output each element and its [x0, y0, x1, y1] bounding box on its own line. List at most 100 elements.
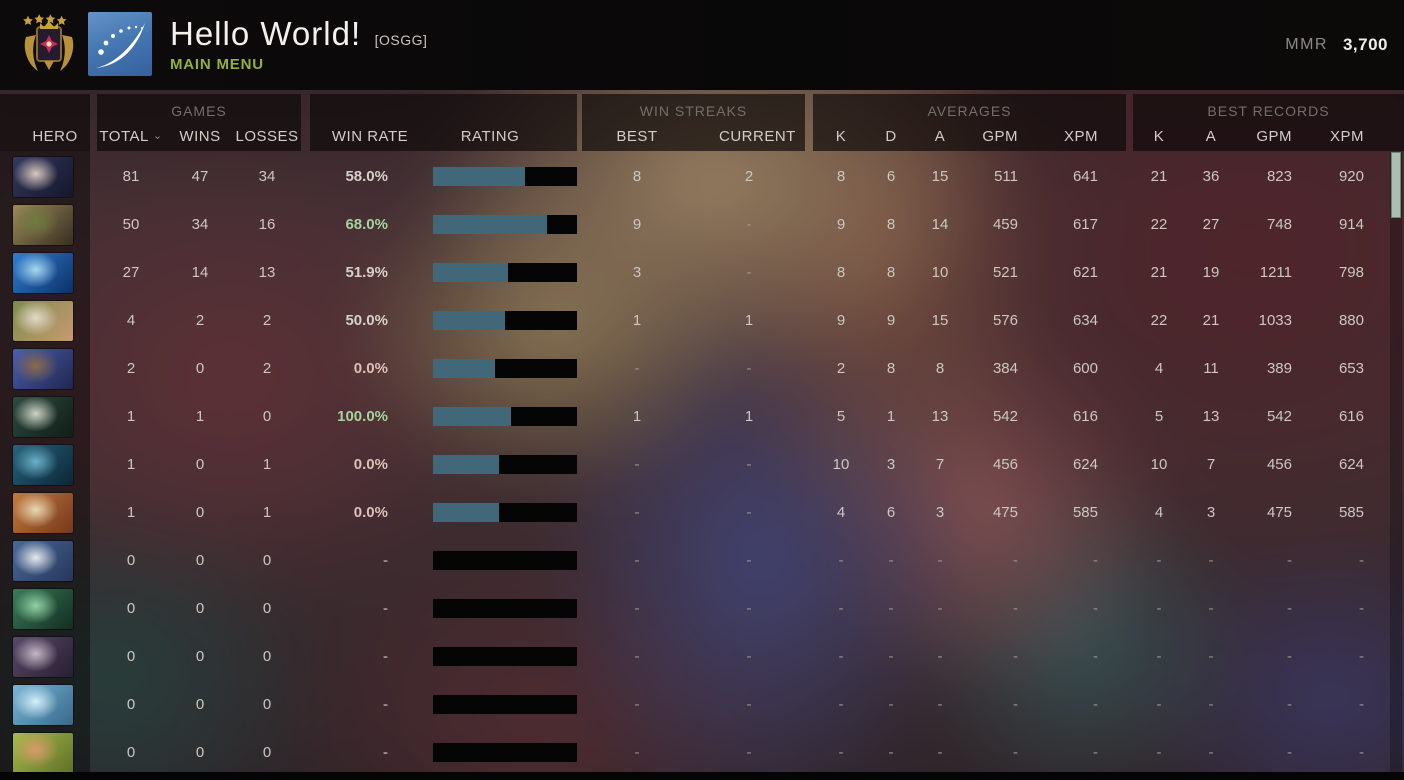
main-menu-link[interactable]: MAIN MENU	[170, 56, 264, 73]
hero-portrait-razor[interactable]	[13, 253, 73, 293]
averages-header-panel	[813, 94, 1126, 151]
hero-stats-row-pudge[interactable]: 50 34 16 68.0% 9 - 9 8 14 459 617 22 27 …	[0, 201, 1404, 249]
rating-bar	[433, 215, 577, 234]
avg-gpm-value: 384	[992, 360, 1018, 377]
hero-portrait-sniper[interactable]	[13, 301, 73, 341]
column-header-wins[interactable]: WINS	[179, 128, 221, 145]
current-streak-value: -	[746, 504, 752, 521]
current-streak-value: -	[746, 600, 752, 617]
wins-value: 34	[191, 216, 209, 233]
avg-gpm-value: 511	[994, 168, 1018, 185]
hero-portrait-winter-wyvern[interactable]	[13, 685, 73, 725]
column-header-best-streak[interactable]: BEST	[616, 128, 658, 145]
column-header-losses[interactable]: LOSSES	[235, 128, 299, 145]
avg-kills-value: -	[838, 648, 844, 665]
rating-bar-fill	[433, 311, 505, 330]
column-header-hero[interactable]: HERO	[32, 128, 78, 145]
current-streak-value: 1	[744, 312, 754, 329]
column-header-avg-gpm[interactable]: GPM	[982, 128, 1018, 145]
avg-deaths-value: -	[888, 552, 894, 569]
record-xpm-value: 585	[1338, 504, 1364, 521]
hero-portrait-pudge[interactable]	[13, 205, 73, 245]
column-header-avg-xpm[interactable]: XPM	[1063, 128, 1098, 145]
record-xpm-value: 653	[1338, 360, 1364, 377]
group-label-averages: AVERAGES	[927, 103, 1012, 119]
record-assists-value: 27	[1202, 216, 1220, 233]
record-kills-value: -	[1156, 648, 1162, 665]
column-header-avg-deaths[interactable]: D	[885, 128, 897, 145]
hero-portrait-zeus[interactable]	[13, 541, 73, 581]
record-assists-value: 7	[1206, 456, 1216, 473]
hero-portrait-slark[interactable]	[13, 397, 73, 437]
column-header-current-streak[interactable]: CURRENT	[719, 128, 796, 145]
hero-portrait-necrophos[interactable]	[13, 589, 73, 629]
hero-portrait-batrider[interactable]	[13, 493, 73, 533]
record-kills-value: 22	[1150, 216, 1168, 233]
rating-bar-fill	[433, 215, 547, 234]
record-assists-value: -	[1208, 648, 1214, 665]
scrollbar-thumb[interactable]	[1391, 152, 1401, 218]
avg-gpm-value: -	[1013, 648, 1018, 665]
best-streak-value: -	[634, 504, 640, 521]
avg-assists-value: 15	[931, 168, 949, 185]
column-header-total[interactable]: TOTAL ⌄	[99, 128, 163, 145]
hero-portrait-ogre-magi[interactable]	[13, 349, 73, 389]
losses-value: 13	[258, 264, 276, 281]
hero-stats-row-sniper[interactable]: 4 2 2 50.0% 1 1 9 9 15 576 634 22 21 103…	[0, 297, 1404, 345]
hero-stats-row-phantom-assassin[interactable]: 1 0 1 0.0% - - 10 3 7 456 624 10 7 456 6…	[0, 441, 1404, 489]
avg-xpm-value: 616	[1072, 408, 1098, 425]
rating-bar	[433, 647, 577, 666]
column-header-avg-kills[interactable]: K	[835, 128, 847, 145]
hero-stats-row-razor[interactable]: 27 14 13 51.9% 3 - 8 8 10 521 621 21 19 …	[0, 249, 1404, 297]
hero-stats-row-witch-doctor[interactable]: 0 0 0 - - - - - - - - - - - -	[0, 633, 1404, 681]
hero-stats-row-winter-wyvern[interactable]: 0 0 0 - - - - - - - - - - - -	[0, 681, 1404, 729]
avg-deaths-value: -	[888, 648, 894, 665]
win-rate-value: 0.0%	[353, 504, 388, 521]
losses-value: 0	[262, 744, 272, 761]
rating-bar	[433, 695, 577, 714]
losses-value: 0	[262, 408, 272, 425]
total-games-value: 50	[122, 216, 140, 233]
hero-stats-row-batrider[interactable]: 1 0 1 0.0% - - 4 6 3 475 585 4 3 475 585	[0, 489, 1404, 537]
column-header-rating[interactable]: RATING	[460, 128, 520, 145]
column-header-record-kills[interactable]: K	[1153, 128, 1165, 145]
hero-portrait-windranger[interactable]	[13, 733, 73, 773]
best-streak-value: -	[634, 648, 640, 665]
avg-kills-value: 9	[836, 312, 846, 329]
column-header-record-assists[interactable]: A	[1205, 128, 1217, 145]
avg-assists-value: -	[937, 744, 943, 761]
losses-value: 2	[262, 312, 272, 329]
hero-stats-row-slark[interactable]: 1 1 0 100.0% 1 1 5 1 13 542 616 5 13 542…	[0, 393, 1404, 441]
record-kills-value: 10	[1150, 456, 1168, 473]
hero-header-panel	[0, 94, 90, 151]
avg-kills-value: -	[838, 600, 844, 617]
player-avatar[interactable]	[88, 12, 152, 76]
avg-xpm-value: -	[1093, 648, 1098, 665]
hero-stats-row-mirana[interactable]: 81 47 34 58.0% 8 2 8 6 15 511 641 21 36 …	[0, 153, 1404, 201]
avg-deaths-value: 8	[886, 360, 896, 377]
records-header-panel	[1133, 94, 1404, 151]
hero-portrait-mirana[interactable]	[13, 157, 73, 197]
avg-kills-value: 5	[836, 408, 846, 425]
hero-stats-row-windranger[interactable]: 0 0 0 - - - - - - - - - - - -	[0, 729, 1404, 777]
hero-portrait-phantom-assassin[interactable]	[13, 445, 73, 485]
wins-value: 0	[195, 744, 205, 761]
hero-stats-row-necrophos[interactable]: 0 0 0 - - - - - - - - - - - -	[0, 585, 1404, 633]
record-kills-value: 21	[1150, 264, 1168, 281]
hero-portrait-witch-doctor[interactable]	[13, 637, 73, 677]
avg-assists-value: -	[937, 552, 943, 569]
hero-stats-row-zeus[interactable]: 0 0 0 - - - - - - - - - - - -	[0, 537, 1404, 585]
column-header-win-rate[interactable]: WIN RATE	[331, 128, 409, 145]
wins-value: 0	[195, 696, 205, 713]
column-header-avg-assists[interactable]: A	[934, 128, 946, 145]
column-header-record-gpm[interactable]: GPM	[1256, 128, 1292, 145]
hero-stats-row-ogre-magi[interactable]: 2 0 2 0.0% - - 2 8 8 384 600 4 11 389 65…	[0, 345, 1404, 393]
win-rate-value: -	[383, 552, 388, 569]
scrollbar-track[interactable]	[1390, 152, 1402, 772]
avg-deaths-value: -	[888, 600, 894, 617]
record-gpm-value: 475	[1266, 504, 1292, 521]
win-rate-value: -	[383, 744, 388, 761]
avg-gpm-value: 542	[992, 408, 1018, 425]
column-header-record-xpm[interactable]: XPM	[1329, 128, 1364, 145]
record-xpm-value: -	[1359, 600, 1364, 617]
